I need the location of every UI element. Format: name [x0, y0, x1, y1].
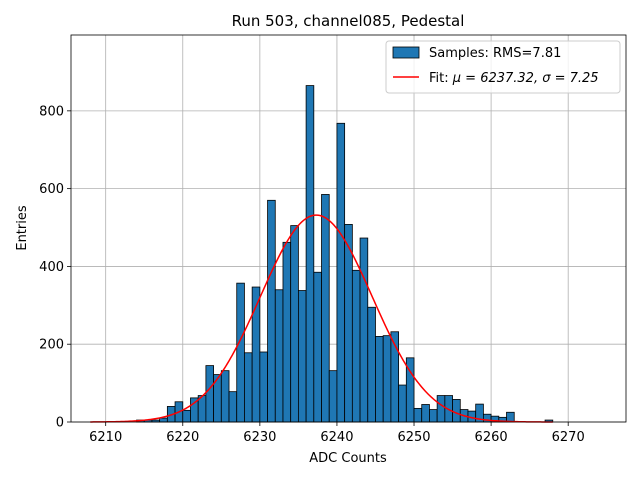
- histogram-bar: [220, 370, 230, 423]
- histogram-bar: [429, 409, 438, 423]
- histogram-bar: [228, 391, 238, 423]
- y-axis-ticks: 0 200 400 600 800: [39, 104, 71, 431]
- histogram-bar: [382, 335, 392, 423]
- x-axis-ticks: 6210 6220 6230 6240 6250 6260 6270: [89, 422, 585, 445]
- legend-label-fit-params: μ = 6237.32, σ = 7.25: [452, 71, 599, 86]
- legend-label-fit-prefix: Fit:: [429, 71, 453, 86]
- histogram-bar: [313, 271, 322, 423]
- histogram-bar: [205, 365, 215, 423]
- legend: Samples: RMS=7.81 Fit: μ = 6237.32, σ = …: [385, 40, 621, 94]
- histogram-bar: [328, 370, 338, 423]
- y-axis-label: Entries: [15, 205, 30, 251]
- x-tick-label: 6240: [320, 430, 353, 445]
- histogram-bar: [344, 224, 353, 423]
- y-tick-label: 400: [39, 260, 64, 275]
- histogram-bar: [359, 237, 369, 423]
- x-tick-label: 6220: [166, 430, 199, 445]
- legend-label-samples: Samples: RMS=7.81: [429, 46, 561, 61]
- fit-curve: [90, 214, 553, 423]
- x-tick-label: 6260: [475, 430, 508, 445]
- legend-box: [385, 40, 621, 94]
- x-tick-label: 6210: [89, 430, 122, 445]
- histogram-bar: [351, 269, 361, 423]
- histogram-bar: [305, 85, 315, 423]
- histogram-bar: [452, 399, 461, 423]
- histogram-bar: [321, 194, 330, 423]
- legend-swatch-samples: [392, 46, 420, 59]
- histogram-bar: [236, 282, 245, 423]
- y-tick-label: 0: [56, 416, 64, 431]
- histogram-bar: [182, 409, 191, 423]
- y-tick-label: 200: [39, 338, 64, 353]
- histogram-bar: [436, 395, 446, 423]
- histogram-bar: [274, 289, 284, 423]
- histogram-bar: [297, 290, 307, 423]
- histogram-bar: [290, 225, 299, 423]
- x-tick-label: 6230: [243, 430, 276, 445]
- histogram-bar: [267, 199, 276, 423]
- y-tick-label: 800: [39, 104, 64, 119]
- plot-frame: [70, 34, 627, 423]
- x-tick-label: 6250: [397, 430, 430, 445]
- histogram-bar: [367, 306, 376, 423]
- histogram-bar: [336, 122, 346, 423]
- histogram-bar: [375, 336, 384, 423]
- histogram-bar: [421, 404, 430, 423]
- histogram-bar: [506, 411, 515, 423]
- histogram-bar: [159, 417, 168, 423]
- histogram-bar: [259, 351, 268, 423]
- histogram-bar: [244, 352, 253, 423]
- histogram-bar: [413, 407, 423, 423]
- chart-title: Run 503, channel085, Pedestal: [232, 12, 465, 30]
- y-tick-label: 600: [39, 182, 64, 197]
- histogram-bar: [398, 384, 407, 423]
- x-tick-label: 6270: [552, 430, 585, 445]
- legend-label-fit: Fit: μ = 6237.32, σ = 7.25: [429, 71, 599, 86]
- x-axis-label: ADC Counts: [309, 451, 387, 466]
- histogram-bar: [282, 241, 292, 423]
